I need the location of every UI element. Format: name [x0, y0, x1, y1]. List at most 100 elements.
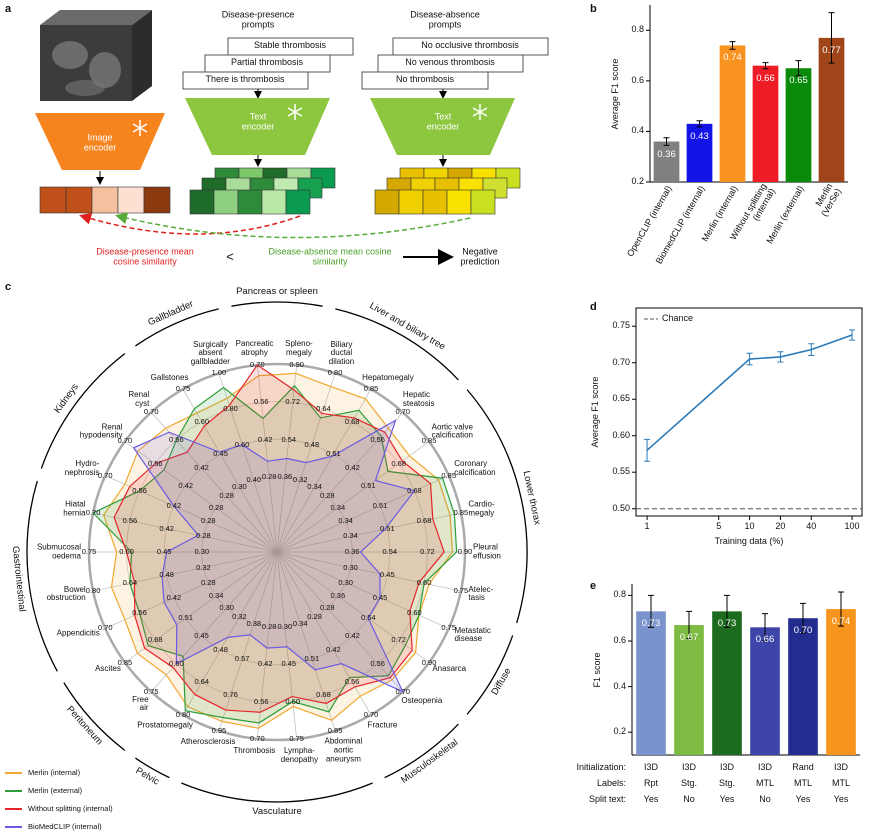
error-bar: [795, 60, 802, 77]
radial-tick-label: 0.28: [219, 491, 234, 501]
spoke: [276, 551, 297, 740]
y-tick-label: 0.75: [612, 320, 630, 331]
category-label: Atherosclerosis: [180, 737, 236, 747]
value-label: 0.73: [717, 618, 737, 630]
panel-label: d: [590, 301, 597, 314]
group-label: Vasculature: [252, 805, 302, 817]
table-row-label: Labels:: [596, 778, 626, 789]
value-label: 0.77: [822, 44, 841, 56]
category-label: Cardio- megaly: [468, 499, 495, 518]
spoke: [276, 412, 404, 553]
category-label: Hepatic steatosis: [402, 390, 435, 408]
error-bar: [777, 351, 784, 363]
radial-tick-label: 0.48: [304, 439, 320, 449]
encoder-label: Text encoder: [426, 111, 460, 131]
radial-tick-label: 0.75: [453, 586, 469, 596]
radial-tick-label: 0.54: [281, 434, 297, 444]
radial-tick-label: 0.42: [166, 592, 182, 602]
spoke: [124, 441, 278, 553]
radial-tick-label: 0.36: [344, 546, 360, 556]
value-label: 0.36: [657, 148, 676, 160]
table-cell: Yes: [643, 794, 659, 805]
category-label: Thrombosis: [233, 745, 276, 755]
error-bar: [762, 613, 768, 642]
radial-tick-label: 0.68: [344, 416, 360, 426]
radial-tick-label: 0.56: [370, 435, 385, 445]
error-bar: [724, 594, 730, 628]
radial-tick-label: 0.45: [380, 570, 395, 580]
group-arc: [231, 301, 323, 307]
radial-tick-label: 0.70: [363, 709, 379, 719]
encoder-label: Text encoder: [241, 111, 275, 131]
radial-tick-label: 0.56: [132, 608, 147, 618]
ct-side: [132, 10, 152, 101]
spoke: [276, 475, 449, 553]
radial-tick-label: 0.36: [330, 591, 346, 601]
spoke: [182, 551, 278, 715]
radial-tick-label: 0.56: [370, 658, 385, 668]
table-cell: I3D: [681, 762, 697, 773]
radial-tick-label: 0.85: [421, 436, 437, 446]
radar-area: [132, 418, 416, 693]
prompt: Partial thrombosis: [230, 57, 304, 68]
radial-tick-label: 0.56: [122, 515, 138, 525]
radial-tick-label: 0.28: [200, 577, 216, 587]
bar: [674, 625, 704, 755]
x-tick-label: 40: [806, 521, 817, 532]
radial-tick-label: 0.48: [213, 644, 228, 654]
radial-tick-label: 0.56: [132, 485, 147, 495]
spoke: [150, 551, 278, 692]
y-tick-label: 0.8: [631, 24, 644, 35]
image-embedding: [39, 186, 171, 214]
group-arc: [135, 757, 170, 779]
x-tick-label: 1: [644, 521, 650, 532]
radial-tick-label: 0.64: [194, 677, 210, 687]
category-label: Surgically absent gallbladder: [190, 339, 230, 366]
category-label: Lympha- denopathy: [280, 745, 319, 764]
radial-tick-label: 0.34: [330, 502, 346, 512]
radial-tick-label: 0.56: [253, 397, 269, 407]
table-row-label: Split text:: [588, 794, 626, 805]
y-tick-label: 0.8: [613, 589, 626, 600]
spoke: [276, 512, 461, 553]
radial-tick-label: 0.32: [292, 475, 308, 485]
category-label: Bowel obstruction: [46, 584, 86, 603]
category-label: Fracture: [367, 720, 398, 730]
spoke: [276, 551, 430, 663]
legend-label: Merlin (external): [28, 785, 83, 795]
radial-tick-label: 0.45: [213, 449, 228, 459]
y-tick-label: 0.50: [612, 502, 630, 513]
radial-tick-label: 0.28: [196, 531, 211, 541]
radial-tick-label: 0.75: [143, 686, 159, 696]
y-tick-label: 0.4: [613, 680, 626, 691]
radial-tick-label: 0.51: [304, 654, 320, 664]
table-cell: MTL: [756, 778, 774, 789]
table-cell: MTL: [794, 778, 812, 789]
radial-tick-label: 0.75: [289, 733, 304, 743]
table-cell: Yes: [719, 794, 735, 805]
error-bar: [686, 610, 692, 640]
radial-tick-label: 0.56: [344, 677, 360, 687]
category-label: Coronary calcification: [454, 459, 496, 477]
spoke: [105, 475, 278, 553]
spoke: [93, 512, 278, 553]
radial-tick-label: 0.80: [85, 586, 101, 596]
spoke: [257, 551, 278, 740]
radial-tick-label: 0.28: [320, 602, 335, 612]
category-label: Pleural effusion: [473, 542, 501, 560]
y-tick-label: 0.55: [612, 466, 630, 477]
prompt-boxes: [182, 37, 549, 90]
snowflake: [287, 104, 488, 120]
similarity-arrow: [79, 212, 301, 235]
radial-tick-label: 0.34: [307, 481, 322, 491]
group-arc: [40, 353, 126, 469]
radar-area: [92, 384, 458, 724]
radial-tick-label: 0.68: [391, 458, 406, 468]
category-label: Submucosal oedema: [36, 542, 81, 560]
diagram: [35, 10, 549, 265]
category-label: Appendicitis: [56, 628, 100, 638]
radial-tick-label: 0.28: [261, 621, 277, 631]
radial-tick-label: 0.28: [200, 516, 216, 526]
radial-tick-label: 0.64: [122, 578, 138, 588]
error-bar: [828, 12, 835, 64]
